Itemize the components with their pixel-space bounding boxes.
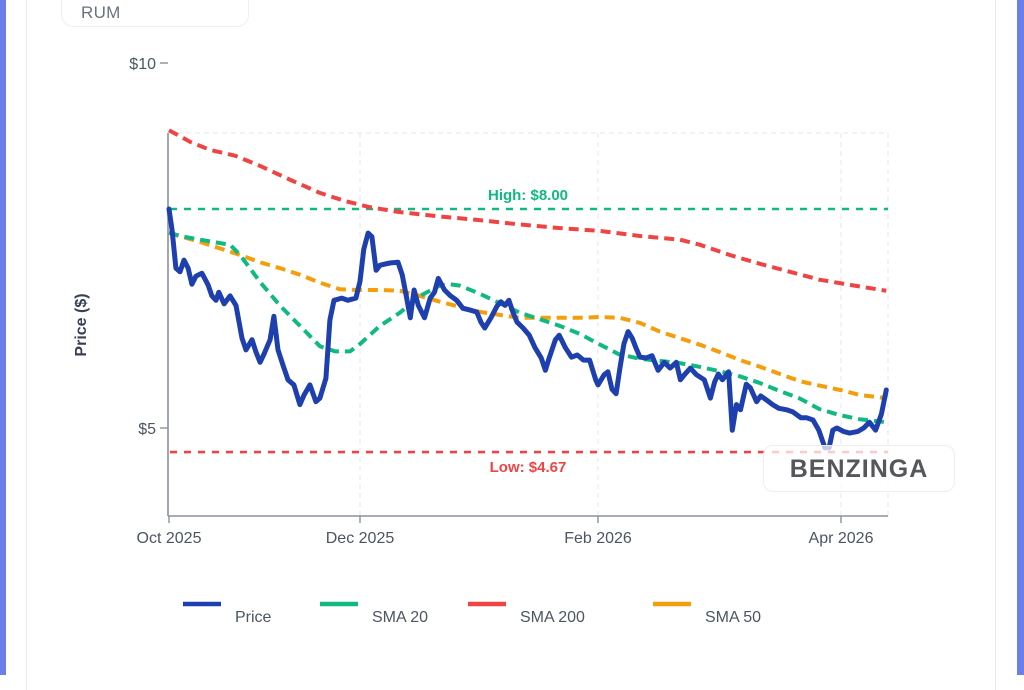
legend-label-sma200: SMA 200: [520, 609, 585, 626]
grid: [168, 132, 889, 516]
high-reference-label: High: $8.00: [488, 187, 568, 204]
axes: [167, 133, 888, 517]
reference-lines: High: $8.00 Low: $4.67: [170, 187, 888, 476]
watermark-box: BENZINGA: [763, 445, 955, 492]
series-line-sma200: [168, 128, 887, 293]
x-tick-label: Dec 2025: [326, 530, 395, 547]
legend-label-sma50: SMA 50: [705, 609, 761, 626]
window-frame-right: [1017, 0, 1024, 675]
x-tick-label: Feb 2026: [564, 530, 632, 547]
legend: Price SMA 20 SMA 200 SMA 50: [183, 601, 761, 626]
y-tick-label: $10: [129, 56, 156, 73]
x-ticks: Oct 2025 Dec 2025 Feb 2026 Apr 2026: [137, 516, 874, 547]
x-tick-label: Apr 2026: [809, 530, 874, 547]
x-tick-label: Oct 2025: [137, 530, 202, 547]
y-ticks: $10 $5: [129, 56, 168, 438]
watermark-logo: BENZINGA: [789, 455, 929, 483]
y-axis-label: Price ($): [73, 293, 90, 356]
y-tick-label: $5: [138, 421, 156, 438]
ticker-badge: [61, 0, 249, 27]
ticker-symbol: RUM: [81, 3, 121, 22]
chart-card: [26, 0, 996, 690]
legend-label-price: Price: [235, 609, 272, 626]
price-chart: Price ($) $10 $5 Oct 2025 Dec 2025 Feb 2026…: [73, 56, 889, 626]
low-reference-label: Low: $4.67: [490, 459, 567, 476]
series-line-sma50: [168, 231, 887, 401]
window-frame-left: [0, 0, 6, 675]
legend-label-sma20: SMA 20: [372, 609, 428, 626]
series-line-price: [166, 206, 889, 451]
series-group: [166, 128, 889, 451]
